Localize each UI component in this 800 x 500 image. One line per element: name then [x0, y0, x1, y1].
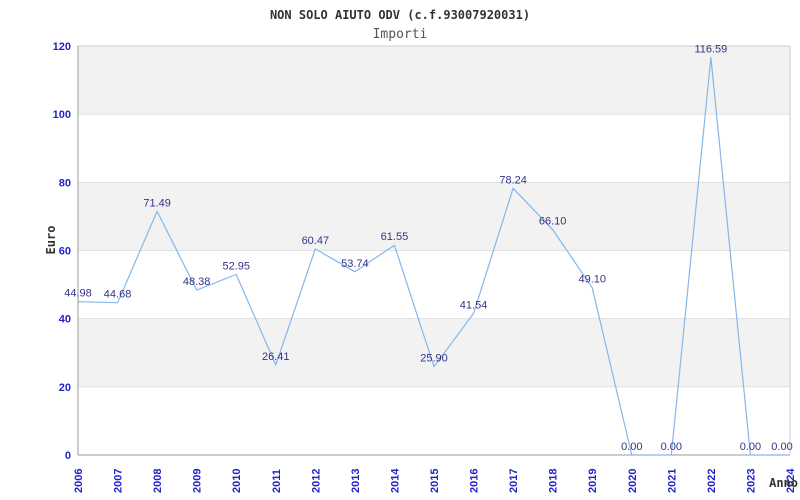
x-tick-label: 2009 — [192, 469, 204, 493]
x-tick-label: 2008 — [152, 469, 164, 493]
plot-bands — [78, 46, 790, 387]
x-axis-title: Anno — [769, 476, 798, 490]
data-label: 53.74 — [341, 258, 369, 270]
data-label: 60.47 — [302, 235, 330, 247]
y-tick-label: 20 — [59, 382, 71, 394]
x-tick-label: 2022 — [706, 469, 718, 493]
data-label: 26.41 — [262, 351, 290, 363]
x-tick-label: 2013 — [350, 469, 362, 493]
y-tick-label: 60 — [59, 246, 71, 258]
x-tick-label: 2015 — [429, 469, 441, 493]
y-tick-label: 0 — [65, 450, 71, 462]
data-label: 0.00 — [740, 441, 761, 453]
data-label: 41.54 — [460, 299, 488, 311]
data-label: 71.49 — [143, 197, 171, 209]
x-tick-label: 2011 — [271, 469, 283, 493]
data-label: 116.59 — [694, 44, 727, 56]
data-labels: 44.98 44.68 71.49 48.38 52.95 26.41 60.47 53.74… — [64, 44, 792, 453]
y-axis-ticks: 0 20 40 60 80 100 120 — [53, 41, 71, 462]
x-tick-label: 2020 — [627, 469, 639, 493]
data-label: 61.55 — [381, 231, 409, 243]
chart-subtitle: Importi — [373, 27, 428, 42]
data-label: 52.95 — [222, 261, 250, 273]
plot-band — [78, 182, 790, 251]
x-tick-label: 2007 — [113, 469, 125, 493]
y-tick-label: 80 — [59, 177, 71, 189]
x-tick-label: 2024 — [785, 468, 797, 493]
data-label: 0.00 — [661, 441, 682, 453]
x-tick-label: 2023 — [745, 469, 757, 493]
chart-title: NON SOLO AIUTO ODV (c.f.93007920031) — [270, 8, 530, 22]
data-label: 0.00 — [771, 441, 792, 453]
x-tick-label: 2018 — [548, 469, 560, 493]
x-axis-ticks: 2006 2007 2008 2009 2010 2011 2012 2013 2014 2015… — [73, 468, 797, 493]
y-tick-label: 100 — [53, 109, 71, 121]
x-tick-label: 2019 — [587, 469, 599, 493]
data-label: 78.24 — [499, 174, 527, 186]
data-label: 44.98 — [64, 288, 92, 300]
x-tick-label: 2010 — [231, 469, 243, 493]
x-tick-label: 2021 — [666, 469, 678, 493]
data-label: 48.38 — [183, 276, 211, 288]
x-tick-label: 2016 — [469, 469, 481, 493]
data-label: 66.10 — [539, 216, 567, 228]
x-tick-label: 2014 — [389, 468, 401, 493]
data-label: 25.90 — [420, 353, 448, 365]
y-axis-title: Euro — [44, 226, 58, 255]
plot-band — [78, 46, 790, 115]
plot-band — [78, 318, 790, 387]
x-tick-label: 2017 — [508, 469, 520, 493]
y-tick-label: 120 — [53, 41, 71, 53]
x-tick-label: 2012 — [310, 469, 322, 493]
x-tick-label: 2006 — [73, 469, 85, 493]
data-label: 0.00 — [621, 441, 642, 453]
y-tick-label: 40 — [59, 314, 71, 326]
series-line-group — [77, 56, 790, 456]
series-line — [77, 56, 790, 456]
data-label: 44.68 — [104, 289, 132, 301]
data-label: 49.10 — [578, 274, 606, 286]
